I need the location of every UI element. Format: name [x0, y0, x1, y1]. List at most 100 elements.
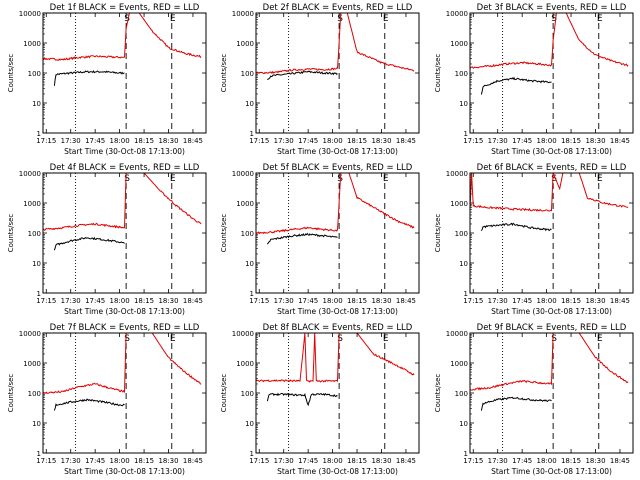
y-axis-label: Counts/sec: [434, 214, 442, 253]
chart-panel-8: Det 8f BLACK = Events, RED = LLD Counts/s…: [220, 323, 420, 476]
x-tick-label: 18:30: [158, 297, 178, 305]
x-axis-label: Start Time (30-Oct-08 17:13:00): [64, 147, 185, 156]
x-tick-label: 17:15: [250, 297, 270, 305]
y-tick-label: 1000: [450, 200, 468, 208]
y-axis-label: Counts/sec: [220, 374, 228, 413]
marker-label: E: [597, 14, 603, 24]
x-tick-label: 17:30: [61, 297, 81, 305]
y-tick-label: 1000: [237, 200, 255, 208]
lld-series-line: [256, 333, 415, 383]
y-axis-label: Counts/sec: [7, 54, 15, 93]
x-tick-label: 18:30: [372, 457, 392, 465]
y-tick-label: 1: [37, 450, 41, 458]
y-tick-label: 100: [454, 230, 467, 238]
x-tick-label: 17:45: [512, 137, 532, 145]
x-tick-label: 18:15: [134, 137, 154, 145]
x-tick-label: 17:15: [463, 137, 483, 145]
panel-title: Det 9f BLACK = Events, RED = LLD: [476, 323, 626, 333]
x-tick-label: 18:45: [396, 297, 416, 305]
y-tick-label: 1: [37, 130, 41, 138]
x-tick-label: 18:30: [372, 297, 392, 305]
x-tick-label: 17:30: [487, 457, 507, 465]
x-tick-label: 18:30: [585, 457, 605, 465]
events-series-line: [53, 398, 125, 411]
events-series-line: [480, 396, 552, 411]
x-tick-label: 18:45: [183, 297, 203, 305]
plot-frame: [469, 172, 634, 294]
x-tick-label: 18:45: [610, 297, 630, 305]
y-tick-label: 10: [459, 100, 468, 108]
panel-title: Det 5f BLACK = Events, RED = LLD: [263, 163, 413, 173]
y-axis-label: Counts/sec: [220, 54, 228, 93]
lld-series-line: [469, 13, 629, 69]
chart-panel-6: Det 6f BLACK = Events, RED = LLD Counts/s…: [434, 163, 634, 316]
lld-series-line: [42, 13, 202, 61]
x-tick-label: 18:30: [158, 457, 178, 465]
x-tick-label: 17:30: [274, 457, 294, 465]
x-tick-label: 18:45: [610, 457, 630, 465]
plot-frame: [255, 172, 420, 294]
lld-series-line: [42, 333, 202, 394]
x-tick-label: 18:00: [536, 137, 556, 145]
x-tick-label: 17:45: [85, 137, 105, 145]
plot-frame: [42, 172, 207, 294]
x-tick-label: 18:15: [347, 137, 367, 145]
x-tick-label: 17:45: [85, 297, 105, 305]
x-tick-label: 18:00: [323, 137, 343, 145]
marker-label: S: [124, 174, 130, 184]
x-tick-label: 17:30: [487, 297, 507, 305]
y-axis-label: Counts/sec: [7, 214, 15, 253]
y-tick-label: 1000: [450, 360, 468, 368]
x-tick-label: 18:45: [396, 137, 416, 145]
x-tick-label: 17:45: [85, 457, 105, 465]
plot-frame: [469, 332, 634, 454]
marker-label: S: [124, 14, 130, 24]
y-axis-label: Counts/sec: [220, 214, 228, 253]
marker-label: S: [338, 334, 344, 344]
x-axis-label: Start Time (30-Oct-08 17:13:00): [491, 467, 612, 476]
y-tick-label: 1000: [23, 40, 41, 48]
marker-label: E: [170, 14, 176, 24]
y-axis-label: Counts/sec: [7, 374, 15, 413]
x-tick-label: 18:15: [561, 137, 581, 145]
marker-label: S: [124, 334, 130, 344]
x-tick-label: 18:45: [396, 457, 416, 465]
x-axis-label: Start Time (30-Oct-08 17:13:00): [64, 307, 185, 316]
marker-label: S: [551, 14, 557, 24]
x-tick-label: 18:15: [561, 457, 581, 465]
events-series-line: [267, 392, 339, 407]
x-tick-label: 18:15: [134, 457, 154, 465]
y-tick-label: 10000: [232, 170, 254, 178]
y-tick-label: 10000: [445, 170, 467, 178]
x-tick-label: 18:00: [110, 137, 130, 145]
y-tick-label: 10: [459, 260, 468, 268]
y-tick-label: 100: [28, 70, 41, 78]
plot-frame: [42, 12, 207, 134]
x-axis-label: Start Time (30-Oct-08 17:13:00): [491, 307, 612, 316]
chart-panel-7: Det 7f BLACK = Events, RED = LLD Counts/s…: [7, 323, 207, 476]
x-tick-label: 17:45: [298, 297, 318, 305]
panel-title: Det 8f BLACK = Events, RED = LLD: [263, 323, 413, 333]
y-tick-label: 10000: [232, 10, 254, 18]
lld-series-line: [256, 173, 415, 235]
y-tick-label: 10000: [232, 330, 254, 338]
x-tick-label: 18:15: [347, 297, 367, 305]
panel-title: Det 7f BLACK = Events, RED = LLD: [50, 323, 200, 333]
x-tick-label: 17:45: [298, 137, 318, 145]
plot-frame: [255, 332, 420, 454]
chart-panel-5: Det 5f BLACK = Events, RED = LLD Counts/s…: [220, 163, 420, 316]
x-tick-label: 17:30: [487, 137, 507, 145]
marker-label: S: [551, 334, 557, 344]
marker-label: S: [551, 174, 557, 184]
y-tick-label: 1000: [23, 360, 41, 368]
marker-label: E: [597, 334, 603, 344]
y-tick-label: 1000: [450, 40, 468, 48]
marker-label: E: [383, 14, 389, 24]
y-tick-label: 10: [32, 100, 41, 108]
x-axis-label: Start Time (30-Oct-08 17:13:00): [491, 147, 612, 156]
chart-panel-3: Det 3f BLACK = Events, RED = LLD Counts/s…: [434, 3, 634, 156]
panel-title: Det 3f BLACK = Events, RED = LLD: [476, 3, 626, 13]
y-tick-label: 10000: [19, 10, 41, 18]
x-tick-label: 17:45: [512, 457, 532, 465]
panel-title: Det 2f BLACK = Events, RED = LLD: [263, 3, 413, 13]
